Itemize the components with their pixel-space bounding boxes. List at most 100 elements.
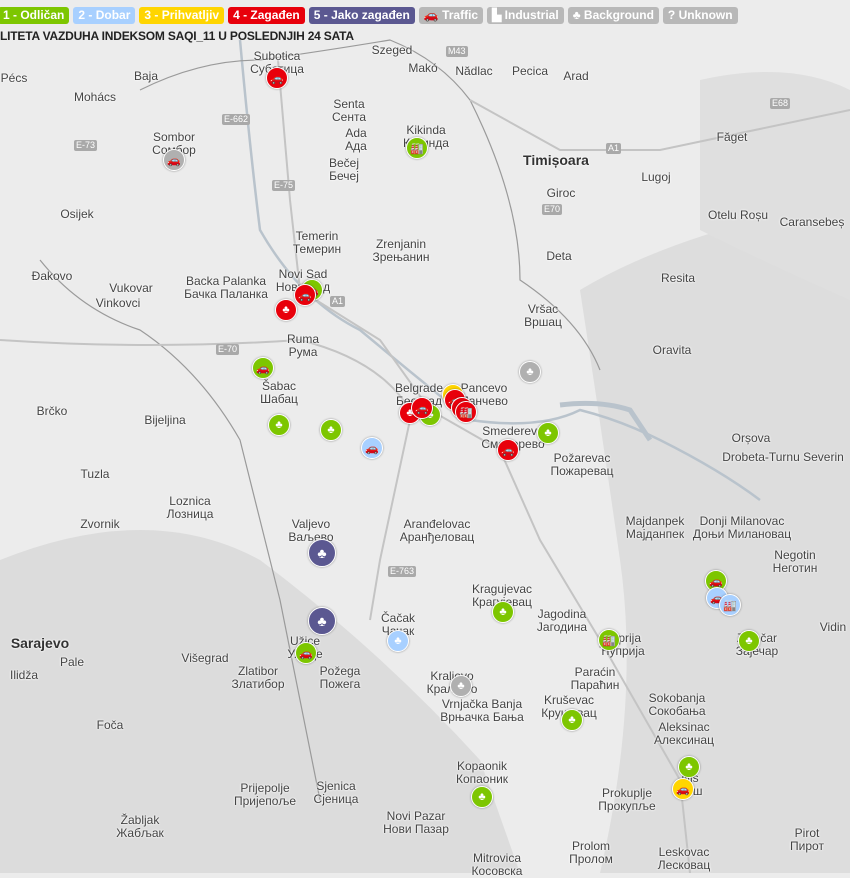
city-label: Sokobanja Сокобања xyxy=(648,691,706,718)
tree-icon: ♣ xyxy=(327,424,335,436)
legend-label: 5 - Jako zagađen xyxy=(313,8,410,22)
city-label: Vršac Вршац xyxy=(524,302,562,329)
car-icon: 🚗 xyxy=(501,444,515,457)
legend-item-1[interactable]: 1 - Odličan xyxy=(0,7,70,24)
tree-icon: ♣ xyxy=(282,304,290,316)
station-marker-background[interactable]: ♣ xyxy=(492,601,514,623)
city-label: Drobeta-Turnu Severin xyxy=(722,450,844,464)
city-label: Zrenjanin Зрењанин xyxy=(372,237,430,264)
station-marker-background[interactable]: ♣ xyxy=(738,630,760,652)
city-label: Prolom Пролом xyxy=(569,839,613,866)
legend-item-6[interactable]: 🚗 Traffic xyxy=(418,7,484,24)
tree-icon: ♣ xyxy=(685,761,693,773)
city-label: Făget xyxy=(716,130,748,144)
city-label: Paraćin Параћин xyxy=(570,665,620,692)
station-marker-traffic[interactable]: 🚗 xyxy=(252,357,274,379)
station-marker-industrial[interactable]: 🏭 xyxy=(598,629,620,651)
car-icon: 🚗 xyxy=(167,154,181,167)
station-marker-background[interactable]: ♣ xyxy=(678,756,700,778)
legend-label: 1 - Odličan xyxy=(3,8,65,22)
roads xyxy=(0,59,850,873)
city-label: Szeged xyxy=(371,43,413,57)
legend-item-7[interactable]: ▙ Industrial xyxy=(487,7,564,24)
tree-icon: ♣ xyxy=(568,714,576,726)
city-label: Timișoara xyxy=(523,152,589,168)
station-marker-background[interactable]: ♣ xyxy=(308,539,336,567)
city-label: Orșova xyxy=(731,431,771,445)
legend-item-2[interactable]: 2 - Dobar xyxy=(73,7,136,24)
station-marker-background[interactable]: ♣ xyxy=(320,419,342,441)
city-label: Baja xyxy=(133,69,159,83)
station-marker-background[interactable]: ♣ xyxy=(537,422,559,444)
station-marker-background[interactable]: ♣ xyxy=(275,299,297,321)
station-marker-industrial[interactable]: 🏭 xyxy=(455,401,477,423)
station-marker-background[interactable]: ♣ xyxy=(268,414,290,436)
tree-icon: ♣ xyxy=(317,545,327,561)
city-label: Arad xyxy=(563,69,589,83)
city-label: Makó xyxy=(408,61,438,75)
city-label: Vinkovci xyxy=(95,296,141,310)
station-marker-background[interactable]: ♣ xyxy=(450,675,472,697)
city-label: Višegrad xyxy=(181,651,229,665)
station-marker-traffic[interactable]: 🚗 xyxy=(672,778,694,800)
legend-item-3[interactable]: 3 - Prihvatljiv xyxy=(139,7,225,24)
city-label: Donji Milanovac Доњи Милановац xyxy=(692,514,792,541)
station-marker-traffic[interactable]: 🚗 xyxy=(163,149,185,171)
city-label: Majdanpek Мајданпек xyxy=(625,514,685,541)
station-marker-background[interactable]: ♣ xyxy=(308,607,336,635)
tree-icon: ♣ xyxy=(317,613,327,629)
tree-icon: ♣ xyxy=(406,407,414,419)
car-icon: 🚗 xyxy=(365,442,379,455)
city-label: Vrnjačka Banja Врњачка Бања xyxy=(440,697,524,724)
city-label: Negotin Неготин xyxy=(772,548,818,575)
city-label: Loznica Лозница xyxy=(166,494,214,521)
station-marker-industrial[interactable]: 🏭 xyxy=(719,594,741,616)
city-label: Foča xyxy=(96,718,124,732)
city-label: Otelu Roșu xyxy=(707,208,769,222)
station-marker-background[interactable]: ♣ xyxy=(561,709,583,731)
legend-item-8[interactable]: ♣ Background xyxy=(567,7,659,24)
city-label: Senta Сента xyxy=(331,97,367,124)
tree-icon: ♣ xyxy=(572,8,584,22)
station-marker-traffic[interactable]: 🚗 xyxy=(411,397,433,419)
tree-icon: ♣ xyxy=(526,366,534,378)
factory-icon: 🏭 xyxy=(602,634,616,647)
tree-icon: ♣ xyxy=(499,606,507,618)
city-label: Pécs xyxy=(0,71,28,85)
factory-icon: ▙ xyxy=(492,8,505,22)
city-label: Aranđelovac Аранђеловац xyxy=(399,517,475,544)
station-marker-background[interactable]: ♣ xyxy=(387,630,409,652)
legend-item-4[interactable]: 4 - Zagađen xyxy=(228,7,305,24)
city-label: Bečej Бечеј xyxy=(328,156,360,183)
station-marker-background[interactable]: ♣ xyxy=(471,786,493,808)
tree-icon: ♣ xyxy=(457,680,465,692)
road-shield: M43 xyxy=(446,46,468,57)
city-label: Brčko xyxy=(36,404,68,418)
city-label: Ilidža xyxy=(9,668,39,682)
station-marker-traffic[interactable]: 🚗 xyxy=(497,439,519,461)
city-label: Prokuplje Прокупље xyxy=(598,786,656,813)
road-shield: A1 xyxy=(606,143,622,154)
city-label: Lugoj xyxy=(641,170,671,184)
city-label: Giroc xyxy=(546,186,576,200)
factory-icon: 🏭 xyxy=(410,142,424,155)
station-marker-industrial[interactable]: 🏭 xyxy=(406,137,428,159)
car-icon: 🚗 xyxy=(415,402,429,415)
station-marker-traffic[interactable]: 🚗 xyxy=(266,67,288,89)
car-icon: 🚗 xyxy=(709,575,723,588)
car-icon: 🚗 xyxy=(270,72,284,85)
station-marker-traffic[interactable]: 🚗 xyxy=(361,437,383,459)
city-label: Jagodina Јагодина xyxy=(536,607,588,634)
station-marker-background[interactable]: ♣ xyxy=(519,361,541,383)
city-label: Šabac Шабац xyxy=(260,379,298,406)
factory-icon: 🏭 xyxy=(459,406,473,419)
map-title: LITETA VAZDUHA INDEKSOM SAQI_11 U POSLED… xyxy=(0,29,354,43)
tree-icon: ♣ xyxy=(275,419,283,431)
station-marker-traffic[interactable]: 🚗 xyxy=(295,642,317,664)
city-label: Sjenica Сјеница xyxy=(313,779,359,806)
legend-item-5[interactable]: 5 - Jako zagađen xyxy=(308,7,415,24)
city-label: Nădlac xyxy=(455,64,493,78)
car-icon: 🚗 xyxy=(299,647,313,660)
legend-item-9[interactable]: ? Unknown xyxy=(662,7,738,24)
station-marker-traffic[interactable]: 🚗 xyxy=(294,284,316,306)
